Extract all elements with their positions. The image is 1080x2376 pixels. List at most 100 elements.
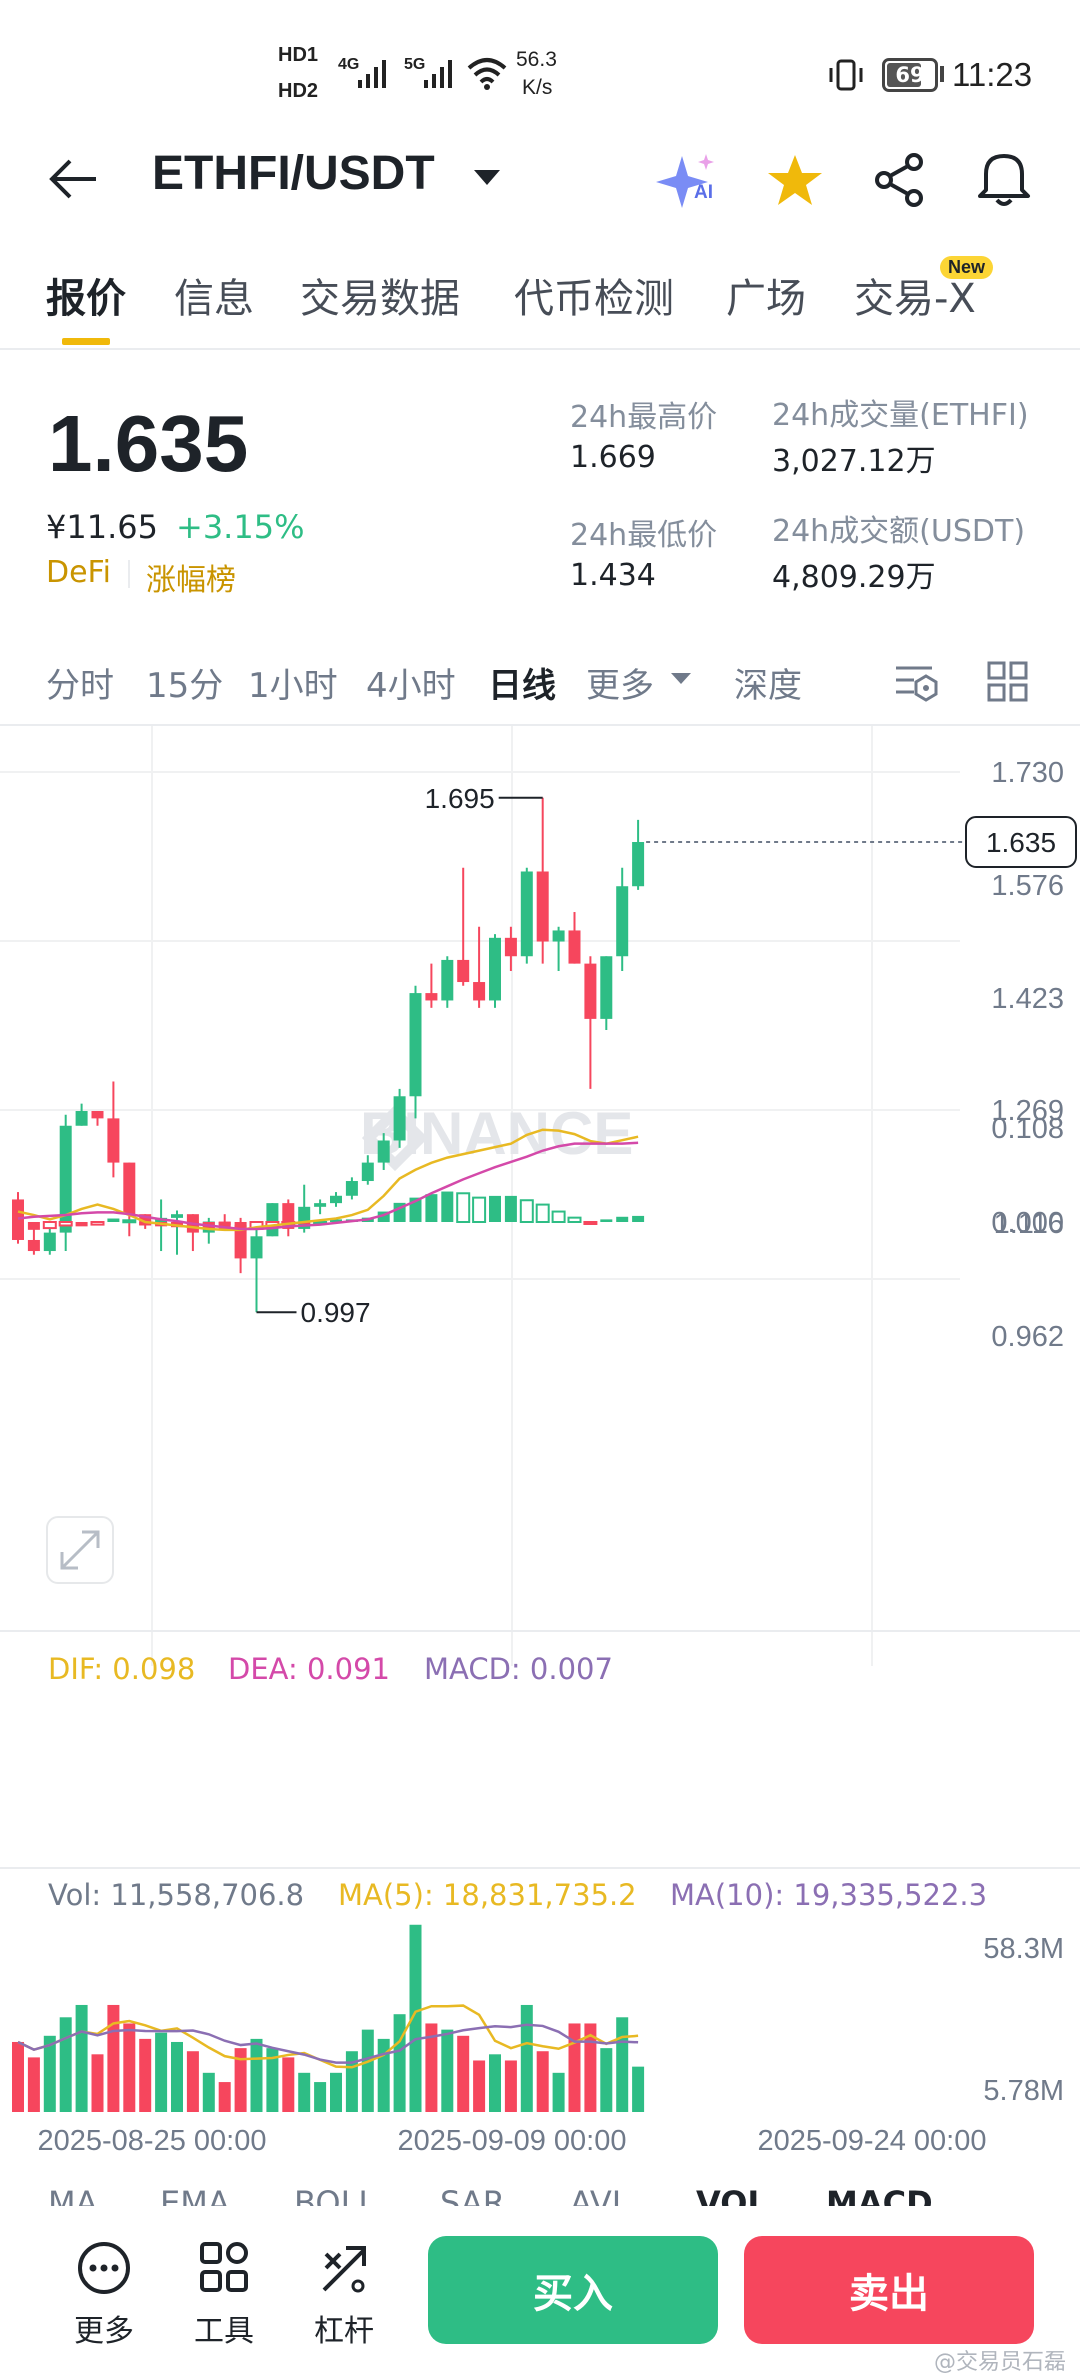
share-icon[interactable] [872,152,928,208]
date-axis-label: 2025-08-25 00:00 [38,2125,267,2157]
interval-1d[interactable]: 日线 [488,666,556,706]
candle-body [473,982,486,1001]
volume-bar [123,2023,136,2112]
macd-dif-legend: DIF: 0.098 [48,1652,196,1686]
dea-line [17,1141,639,1231]
tag-defi[interactable]: DeFi [46,555,111,590]
macd-histogram-bar [58,1221,73,1227]
volume-bar [266,2048,279,2112]
tag-gainers[interactable]: 涨幅榜 [146,563,236,598]
interval-15m[interactable]: 15分 [146,666,224,706]
star-icon[interactable] [766,152,824,208]
leverage-button[interactable]: 杠杆 [294,2240,394,2350]
price-axis-label: 1.269 [991,1095,1064,1127]
macd-histogram-bar [583,1221,598,1225]
macd-histogram-bar [42,1221,57,1230]
volume-bar [409,1924,422,2112]
candle-body [12,1199,24,1240]
tab-info[interactable]: 信息 [174,276,254,322]
dropdown-caret-icon[interactable] [472,168,502,188]
volume-bar [616,2017,629,2112]
battery-level: 69 [895,63,925,87]
volume-bar [441,2029,454,2112]
candle-body [616,886,629,957]
sim2-label: HD2 [278,80,319,102]
macd-histogram-bar [90,1221,105,1226]
layout-grid-icon[interactable] [986,660,1030,704]
new-badge: New [940,256,994,279]
network2-label: 5G [404,56,426,73]
tabs-divider [0,348,1080,350]
volume-bar [91,2054,104,2112]
trading-pair-title[interactable]: ETHFI/USDT [152,147,435,200]
volume-label: 24h成交量(ETHFI) [772,398,1029,433]
candle-body [91,1111,104,1119]
interval-more[interactable]: 更多 [586,666,654,706]
interval-1h[interactable]: 1小时 [248,666,338,706]
volume-bar [12,2041,24,2112]
leverage-label: 杠杆 [314,2314,374,2349]
macd-histogram-bar [472,1196,487,1224]
fullscreen-button[interactable] [46,1516,114,1584]
interval-timeline[interactable]: 分时 [46,666,114,706]
chart-settings-icon[interactable] [892,660,940,704]
candle-body [139,1214,152,1226]
macd-histogram-bar [456,1192,471,1223]
volume-axis-label: 5.78M [983,2075,1064,2107]
candle-body [377,1140,390,1163]
bell-icon[interactable] [976,148,1032,208]
macd-value-legend: MACD: 0.007 [424,1652,613,1686]
candles-layer [12,797,645,1313]
tab-square[interactable]: 广场 [726,276,806,322]
sell-button[interactable]: 卖出 [744,2236,1034,2344]
candle-body [155,1217,168,1226]
macd-histogram-bar [551,1210,566,1223]
candle-body [489,937,501,1001]
ai-assistant-button[interactable]: AI [656,150,722,210]
macd-histogram-bar [567,1216,582,1224]
tab-trade-x[interactable]: 交易-X [854,276,976,322]
price-change-pct: +3.15% [176,508,305,546]
candle-body [171,1214,183,1218]
dif-line [17,1128,639,1232]
wifi-icon [467,58,507,90]
candle-body [75,1111,88,1126]
vol-ma5-legend: MA(5): 18,831,735.2 [338,1878,637,1912]
volume-bar [27,2057,40,2112]
more-button[interactable]: 更多 [54,2240,154,2350]
tools-button[interactable]: 工具 [174,2240,274,2350]
macd-histogram-bar [519,1199,534,1224]
chart-top-divider [0,724,1080,726]
tab-trade-data[interactable]: 交易数据 [300,276,460,322]
volume-bar [520,2004,533,2112]
macd-histogram-bar [330,1219,342,1222]
volume-bar [202,2072,215,2112]
expand-icon [60,1530,100,1570]
volume-bar [473,2060,486,2112]
volume-bar [504,2060,517,2112]
buy-button[interactable]: 买入 [428,2236,718,2344]
volume-bar [457,2035,470,2112]
leverage-icon [322,2246,366,2293]
tag-separator [128,560,130,588]
interval-depth[interactable]: 深度 [734,666,802,706]
high-value: 1.669 [570,440,656,475]
volume-bar [600,2048,613,2112]
tab-token-check[interactable]: 代币检测 [514,276,674,322]
volume-bar [250,2038,263,2112]
turnover-label: 24h成交额(USDT) [772,514,1026,549]
price-axis: 1.730 1.576 1.423 1.269 1.116 0.962 [991,757,1064,1353]
macd-layer: 0.108 0.000 [12,1113,1064,1239]
back-arrow-icon[interactable] [46,154,102,204]
more-label: 更多 [74,2314,134,2349]
vol-ma10-legend: MA(10): 19,335,522.3 [670,1878,988,1912]
interval-4h[interactable]: 4小时 [366,666,456,706]
high-price-label: 1.695 [425,783,495,814]
candle-body [536,871,549,942]
macd-histogram-bar [600,1219,613,1222]
volume-bar [155,2032,168,2112]
tab-quote[interactable]: 报价 [46,276,126,322]
volume-bar [632,2066,645,2112]
more-caret-icon[interactable] [670,672,692,686]
